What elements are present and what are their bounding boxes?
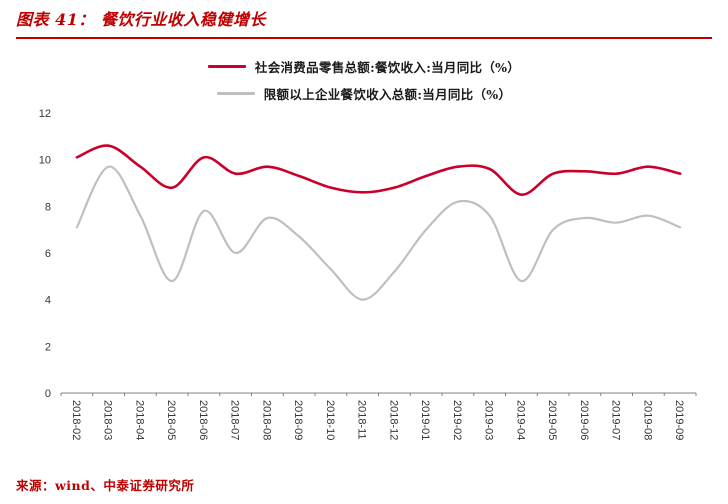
- x-axis-tick-label: 2018-06: [197, 400, 209, 440]
- legend-line-swatch: [216, 92, 255, 95]
- x-axis-tick-label: 2019-02: [451, 400, 463, 440]
- figure-title: 图表 41： 餐饮行业收入稳健增长: [16, 10, 266, 29]
- y-axis-tick-label: 0: [45, 388, 51, 400]
- x-axis-tick-label: 2019-04: [514, 400, 526, 440]
- line-chart-svg: 0 2 4 6 8 10 12 2018-02 2018-03 2018-04 2018-05 201…: [39, 108, 697, 440]
- x-axis-tick-label: 2018-04: [133, 400, 145, 440]
- legend-label: 限额以上企业餐饮收入总额:当月同比（%）: [263, 87, 512, 102]
- x-axis-tick-label: 2018-11: [356, 400, 368, 440]
- x-axis-tick-label: 2018-09: [292, 400, 304, 440]
- x-axis-tick-label: 2018-10: [324, 400, 336, 440]
- y-axis-tick-label: 2: [45, 341, 51, 353]
- figure-header: 图表 41： 餐饮行业收入稳健增长: [16, 9, 712, 39]
- x-axis-tick-label: 2019-05: [546, 400, 558, 440]
- chart-legend: 社会消费品零售总额:餐饮收入:当月同比（%） 限额以上企业餐饮收入总额:当月同比（…: [16, 57, 712, 103]
- source-note: 来源：wind、中泰证券研究所: [16, 478, 195, 493]
- y-axis-tick-label: 10: [39, 155, 51, 167]
- legend-label: 社会消费品零售总额:餐饮收入:当月同比（%）: [254, 60, 521, 75]
- x-axis-tick-label: 2018-12: [387, 400, 399, 440]
- x-axis-tick-label: 2018-08: [260, 400, 272, 440]
- legend-item: 社会消费品零售总额:餐饮收入:当月同比（%）: [207, 57, 521, 76]
- title-underline: [16, 37, 712, 39]
- series-line-catering-revenue: [75, 144, 682, 196]
- x-axis-tick-label: 2018-05: [165, 400, 177, 440]
- y-axis-tick-label: 12: [39, 108, 51, 120]
- x-axis-tick-label: 2019-01: [419, 400, 431, 440]
- line-chart: 0 2 4 6 8 10 12 2018-02 2018-03 2018-04 2018-05 201…: [16, 105, 712, 461]
- legend-item: 限额以上企业餐饮收入总额:当月同比（%）: [216, 84, 512, 103]
- x-axis-tick-label: 2018-03: [102, 400, 114, 440]
- x-axis-tick-label: 2019-03: [483, 400, 495, 440]
- y-axis-tick-label: 4: [45, 295, 51, 307]
- x-axis-tick-label: 2019-08: [641, 400, 653, 440]
- x-axis-tick-label: 2019-07: [610, 400, 622, 440]
- y-axis-tick-label: 8: [45, 201, 51, 213]
- series-line-above-quota-catering: [75, 165, 682, 301]
- x-axis-tick-label: 2019-09: [673, 400, 685, 440]
- x-axis-tick-label: 2019-06: [578, 400, 590, 440]
- y-axis-tick-label: 6: [45, 248, 51, 260]
- x-axis-tick-label: 2018-07: [229, 400, 241, 440]
- x-axis-tick-label: 2018-02: [70, 400, 82, 440]
- legend-line-swatch: [207, 65, 246, 68]
